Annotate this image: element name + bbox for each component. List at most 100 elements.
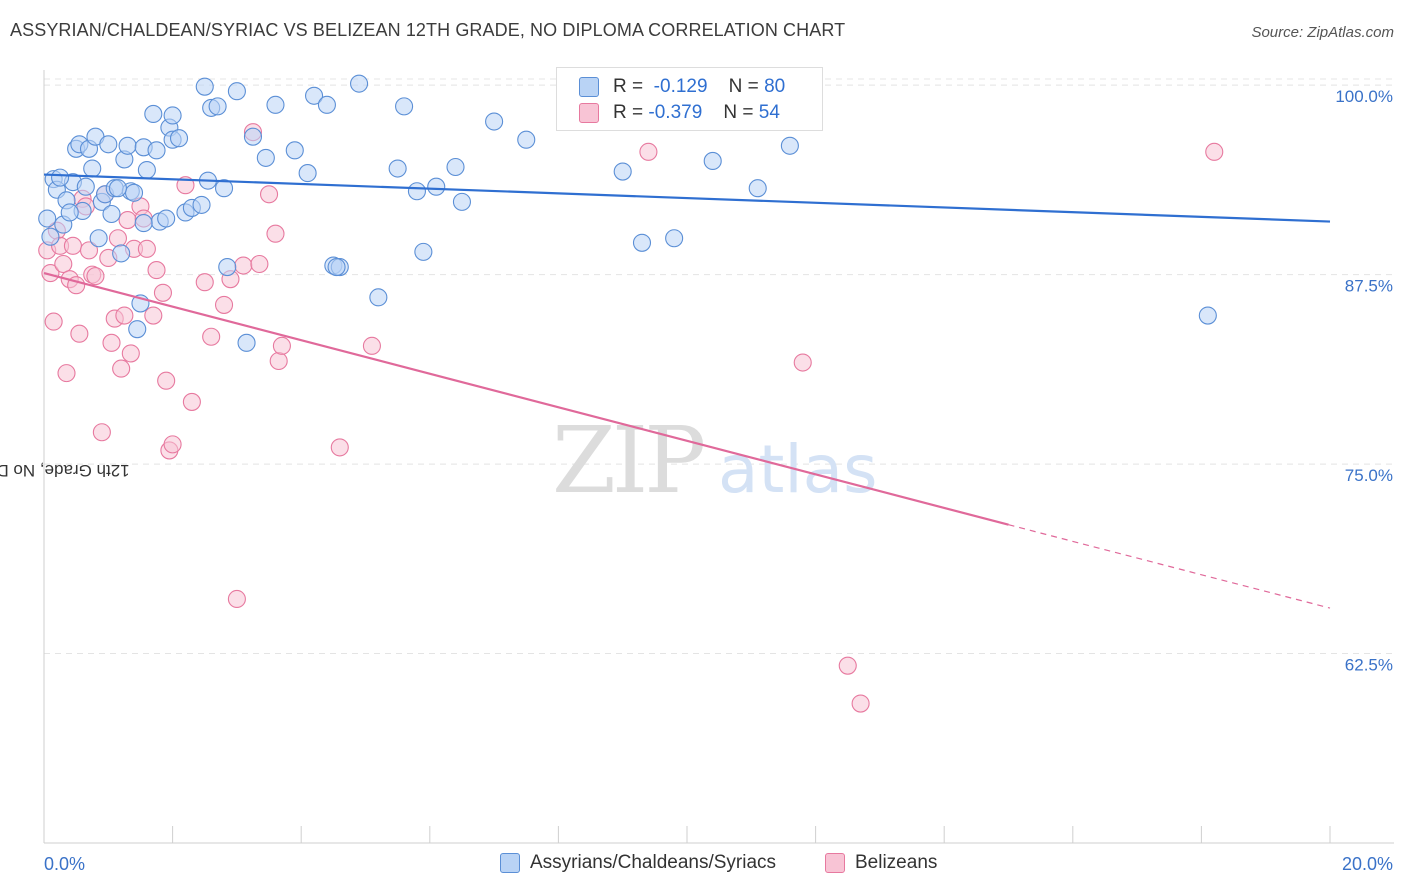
belizeans-point <box>63 236 82 255</box>
belizeans-point <box>86 267 105 286</box>
assyrians-point <box>124 183 144 202</box>
belizeans-point <box>266 224 285 243</box>
watermark: ZIP atlas <box>552 407 878 514</box>
belizeans-point <box>112 359 131 378</box>
assyrians-point <box>317 95 336 114</box>
legend-swatch-blue <box>500 853 520 873</box>
belizeans-point <box>269 351 288 371</box>
assyrians-point <box>134 214 153 233</box>
assyrians-point <box>144 104 163 124</box>
assyrians-point <box>407 182 426 201</box>
trend-lines <box>43 173 1331 609</box>
y-tick-label: 62.5% <box>1345 656 1393 675</box>
belizeans-point <box>121 344 140 363</box>
r-value: -0.129 <box>653 76 708 97</box>
assyrians-point <box>665 229 684 248</box>
y-axis-label-text: 12th Grade, No Diploma <box>0 461 130 480</box>
assyrians-trend-line <box>43 173 1331 223</box>
assyrians-point <box>76 177 95 196</box>
assyrians-point <box>227 82 246 101</box>
belizeans-point <box>57 364 76 383</box>
belizeans-point <box>147 261 166 280</box>
r-value: -0.379 <box>648 102 703 123</box>
assyrians-point <box>517 130 536 149</box>
belizeans-point <box>144 306 163 325</box>
belizeans-point <box>79 241 99 260</box>
y-tick-label: 87.5% <box>1345 277 1393 296</box>
assyrians-point <box>266 95 285 114</box>
assyrians-point <box>118 136 137 155</box>
assyrians-point <box>112 244 131 263</box>
assyrians-point <box>163 106 182 125</box>
assyrians-point <box>208 97 227 116</box>
belizeans-point <box>250 254 269 274</box>
belizeans-point <box>202 327 221 346</box>
assyrians-point <box>388 159 407 178</box>
assyrians-point <box>195 77 214 96</box>
n-value: 54 <box>758 102 780 123</box>
assyrians-point <box>446 157 465 177</box>
legend-label: Belizeans <box>855 852 938 873</box>
assyrians-point <box>137 160 156 180</box>
belizeans-trend-extension <box>1008 524 1331 609</box>
assyrians-point <box>748 179 767 198</box>
belizeans-point <box>137 239 156 258</box>
belizeans-point <box>259 185 279 204</box>
assyrians-point <box>427 177 446 196</box>
assyrians-point <box>485 112 504 131</box>
assyrians-point <box>102 204 121 224</box>
r-label: R = <box>613 76 644 97</box>
belizeans-point <box>195 273 214 292</box>
belizeans-trend-line <box>43 272 1009 526</box>
assyrians-points <box>38 74 1217 352</box>
belizeans-point <box>330 438 349 457</box>
tick-labels: 62.5% 75.0% 87.5% 100.0% 0.0% 20.0% <box>44 87 1393 874</box>
belizeans-point <box>234 256 253 275</box>
belizeans-point <box>639 142 658 161</box>
belizeans-point <box>153 283 173 302</box>
assyrians-point <box>89 229 108 248</box>
assyrians-point <box>243 127 263 146</box>
n-value: 80 <box>764 76 786 97</box>
belizeans-point <box>182 392 201 411</box>
assyrians-point <box>51 168 70 187</box>
chart-title: ASSYRIAN/CHALDEAN/SYRIAC VS BELIZEAN 12T… <box>10 20 846 40</box>
assyrians-point <box>1198 306 1217 325</box>
assyrians-point <box>192 195 211 214</box>
assyrians-point <box>83 159 102 178</box>
assyrians-point <box>452 192 472 211</box>
legend-item-belizeans: Belizeans <box>825 852 937 874</box>
stats-legend: R = -0.129 N = 80 R = -0.379 N = 54 <box>556 67 823 131</box>
x-tick-label: 20.0% <box>1342 854 1393 874</box>
legend-item-assyrians: Assyrians/Chaldeans/Syriacs <box>500 852 776 874</box>
belizeans-point <box>227 589 246 609</box>
assyrians-point <box>214 179 234 198</box>
assyrians-point <box>305 86 324 105</box>
assyrians-point <box>218 257 237 277</box>
belizeans-point <box>851 694 870 713</box>
watermark-zip: ZIP <box>552 407 703 514</box>
belizeans-point <box>44 312 63 331</box>
assyrians-point <box>414 242 433 261</box>
assyrians-point <box>41 227 60 246</box>
belizeans-point <box>118 211 137 230</box>
belizeans-point <box>108 229 127 248</box>
assyrians-point <box>128 320 147 339</box>
belizeans-points <box>38 123 1224 713</box>
assyrians-point <box>108 179 127 198</box>
x-tick-label: 0.0% <box>44 854 85 874</box>
assyrians-point <box>703 151 722 170</box>
source-label: Source: ZipAtlas.com <box>1251 24 1394 41</box>
belizeans-point <box>838 656 857 675</box>
assyrians-point <box>632 233 652 252</box>
stats-swatch-blue <box>579 77 599 97</box>
assyrians-point <box>780 136 799 155</box>
legend-swatch-pink <box>825 853 845 873</box>
assyrians-point <box>298 164 317 183</box>
assyrians-point <box>237 333 256 352</box>
assyrians-point <box>350 74 369 93</box>
assyrians-point <box>613 162 632 181</box>
assyrians-point <box>327 257 346 277</box>
assyrians-point <box>256 148 275 167</box>
